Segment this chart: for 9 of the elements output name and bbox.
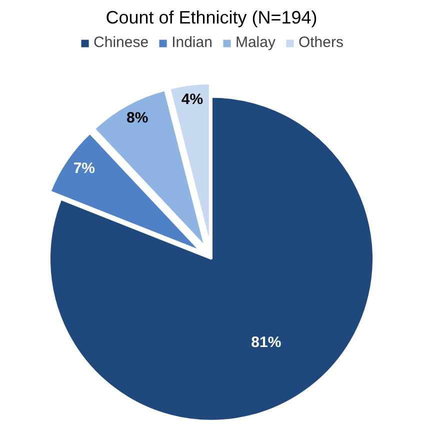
legend-label: Others <box>298 34 344 51</box>
data-label: 81% <box>251 334 282 352</box>
data-label: 4% <box>181 91 204 108</box>
data-label: 8% <box>126 110 148 127</box>
data-label: 7% <box>73 160 96 178</box>
legend-label: Indian <box>172 34 212 51</box>
chart-title: Count of Ethnicity (N=194) <box>106 8 318 28</box>
legend-label: Malay <box>235 34 276 51</box>
legend-label: Chinese <box>94 34 149 51</box>
